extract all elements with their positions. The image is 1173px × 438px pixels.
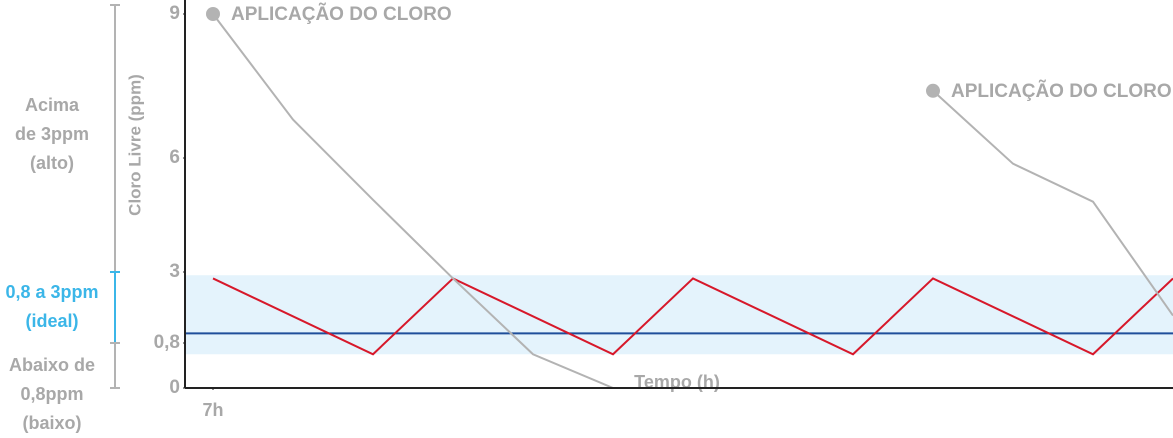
annotation: APLICAÇÃO DO CLORO [951, 80, 1172, 102]
y-tick-label: 0,8 [154, 332, 180, 353]
y-tick-label: 0 [169, 377, 180, 398]
x-tick-label: 7h [202, 400, 223, 420]
range-label: (baixo) [22, 413, 81, 433]
y-tick-label: 6 [169, 147, 180, 168]
range-label: Abaixo de [9, 355, 95, 375]
y-tick-label: 9 [169, 3, 180, 24]
application-marker [206, 7, 220, 21]
range-label: 0,8ppm [20, 384, 83, 404]
annotation: APLICAÇÃO DO CLORO [231, 3, 452, 25]
range-label: 0,8 a 3ppm [5, 282, 98, 302]
application-marker [926, 83, 940, 98]
ideal-band [185, 275, 1173, 355]
line-series [932, 90, 1173, 317]
y-axis-label: Cloro Livre (ppm) [125, 74, 144, 216]
range-label: (ideal) [25, 311, 78, 331]
range-label: Acima [25, 95, 80, 115]
y-tick-label: 3 [169, 261, 180, 282]
range-label: de 3ppm [15, 124, 89, 144]
x-axis-label: Tempo (h) [634, 372, 720, 392]
line-series [212, 277, 1173, 356]
range-label: (alto) [30, 153, 74, 173]
